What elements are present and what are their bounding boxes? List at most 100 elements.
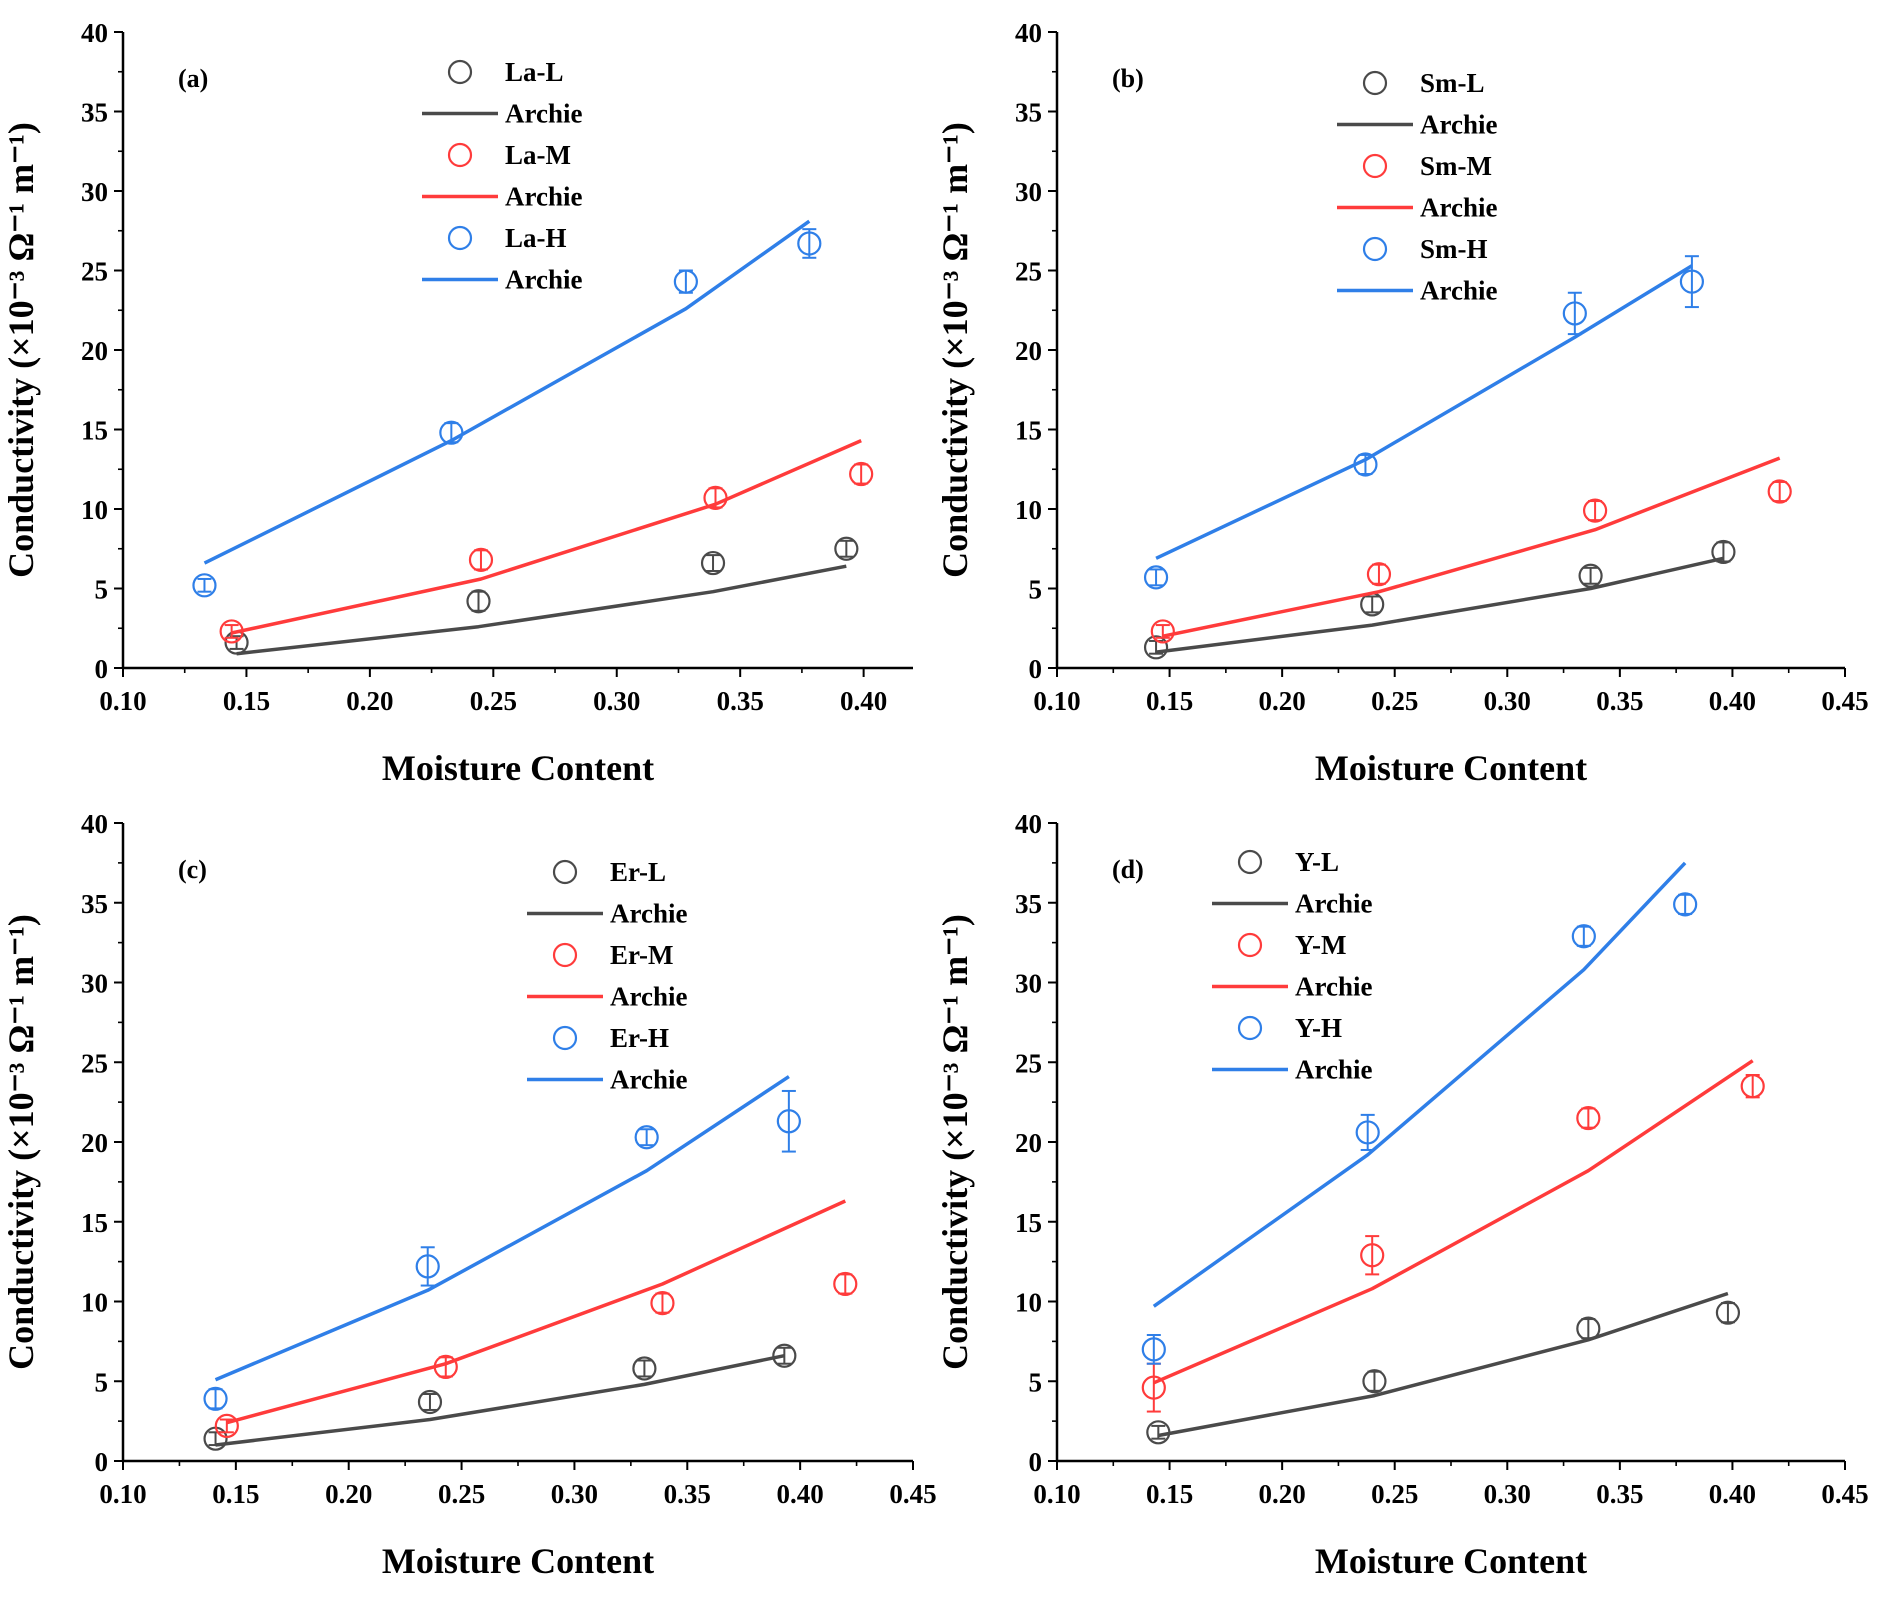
y-tick-label: 10 xyxy=(81,1288,108,1318)
x-axis-label: Moisture Content xyxy=(382,1541,654,1581)
marker-circle xyxy=(417,1389,443,1415)
data-point xyxy=(214,1413,239,1439)
data-point xyxy=(1362,1369,1387,1394)
legend-marker-swatch xyxy=(552,942,578,968)
y-tick-label: 20 xyxy=(81,1128,108,1158)
data-point xyxy=(797,228,822,259)
y-tick-label: 40 xyxy=(1015,809,1042,839)
y-tick-label: 20 xyxy=(81,336,108,366)
marker-circle xyxy=(1715,1300,1741,1325)
data-point xyxy=(1360,1235,1385,1276)
data-point xyxy=(634,1125,659,1150)
legend-marker-swatch xyxy=(447,59,473,85)
legend-entry: Y-H xyxy=(1237,1013,1342,1043)
legend-label: Archie xyxy=(505,182,582,212)
data-point xyxy=(1715,1300,1741,1325)
data-point xyxy=(415,1246,440,1287)
x-tick-label: 0.35 xyxy=(1596,686,1643,716)
y-tick-label: 0 xyxy=(95,1447,109,1477)
y-tick-label: 30 xyxy=(81,177,108,207)
data-point xyxy=(1740,1074,1765,1099)
legend-entry: Er-H xyxy=(552,1023,669,1053)
data-point xyxy=(1146,1420,1171,1445)
data-point xyxy=(849,461,874,487)
x-tick-label: 0.35 xyxy=(1596,1479,1643,1509)
series-archie-l xyxy=(215,1353,785,1447)
series-la-h-h xyxy=(192,228,822,598)
x-tick-label: 0.30 xyxy=(1484,1479,1531,1509)
data-point xyxy=(468,547,494,572)
data-point xyxy=(1767,479,1792,504)
data-point xyxy=(772,1343,797,1368)
legend-label: Archie xyxy=(505,265,582,295)
x-tick-label: 0.10 xyxy=(1033,1479,1080,1509)
archie-fit-line xyxy=(1155,556,1724,654)
x-tick-label: 0.15 xyxy=(212,1479,259,1509)
y-tick-label: 10 xyxy=(81,495,108,525)
x-tick-label: 0.25 xyxy=(470,686,517,716)
y-tick-label: 35 xyxy=(81,98,108,128)
data-point xyxy=(1562,291,1587,336)
y-axis-label: Conductivity (×10⁻³ Ω⁻¹ m⁻¹) xyxy=(1,122,41,578)
legend-label: Er-H xyxy=(610,1023,669,1053)
marker-circle xyxy=(1576,1105,1601,1131)
legend-label: Er-L xyxy=(610,857,666,887)
y-tick-label: 20 xyxy=(1015,1128,1042,1158)
marker-circle xyxy=(1740,1074,1765,1099)
data-point xyxy=(466,589,491,614)
archie-fit-line xyxy=(236,564,847,656)
x-tick-label: 0.20 xyxy=(346,686,393,716)
y-axis-label: Conductivity (×10⁻³ Ω⁻¹ m⁻¹) xyxy=(1,914,41,1370)
y-tick-label: 25 xyxy=(81,257,108,287)
series-sm-h-h xyxy=(1143,255,1705,590)
y-tick-label: 40 xyxy=(81,809,108,839)
marker-circle xyxy=(466,589,491,614)
legend-marker-swatch xyxy=(552,1025,578,1051)
legend-entry: Archie xyxy=(422,99,582,129)
data-point xyxy=(1679,255,1705,309)
legend-label: Archie xyxy=(610,899,687,929)
marker-circle xyxy=(468,547,494,572)
marker-circle xyxy=(214,1413,239,1439)
x-tick-label: 0.30 xyxy=(593,686,640,716)
archie-fit-line xyxy=(1155,264,1693,560)
y-axis-label: Conductivity (×10⁻³ Ω⁻¹ m⁻¹) xyxy=(935,122,975,578)
legend-marker-swatch xyxy=(447,142,473,168)
y-tick-label: 15 xyxy=(1015,1208,1042,1238)
panel-b: 0.10 0.15 0.20 0.25 0.30 0.35 0.40 0.45 0 5 10 15 20… xyxy=(935,18,1869,788)
marker-circle xyxy=(1143,565,1169,590)
series-archie-h xyxy=(203,219,811,565)
series-y-h-h xyxy=(1141,892,1698,1365)
legend-label: La-M xyxy=(505,140,571,170)
data-point xyxy=(203,1426,228,1451)
x-tick-label: 0.25 xyxy=(1371,686,1418,716)
marker-circle xyxy=(1582,498,1608,523)
legend-entry: La-M xyxy=(447,140,571,170)
y-tick-label: 30 xyxy=(1015,177,1042,207)
marker-circle xyxy=(1141,1337,1166,1362)
x-tick-label: 0.20 xyxy=(1259,686,1306,716)
x-tick-label: 0.15 xyxy=(1146,686,1193,716)
y-tick-label: 5 xyxy=(95,1367,109,1397)
series-er-m-m xyxy=(214,1271,858,1439)
legend-entry: Er-M xyxy=(552,940,673,970)
series-y-m-m xyxy=(1141,1074,1765,1413)
marker-circle xyxy=(772,1343,797,1368)
x-tick-label: 0.10 xyxy=(1033,686,1080,716)
panel-c: 0.10 0.15 0.20 0.25 0.30 0.35 0.40 0.45 0 5 10 15 20… xyxy=(1,809,937,1581)
y-tick-label: 30 xyxy=(81,969,108,999)
x-tick-label: 0.20 xyxy=(325,1479,372,1509)
x-tick-label: 0.40 xyxy=(777,1479,824,1509)
series-archie-l xyxy=(1157,1291,1729,1438)
legend-label: Archie xyxy=(1295,1055,1372,1085)
legend-entry: Archie xyxy=(527,982,687,1012)
marker-circle xyxy=(849,461,874,487)
y-tick-label: 5 xyxy=(95,575,109,605)
marker-circle xyxy=(1679,269,1705,294)
data-point xyxy=(673,269,698,294)
y-tick-label: 40 xyxy=(1015,18,1042,48)
archie-fit-line xyxy=(226,1199,847,1425)
marker-circle xyxy=(1355,1120,1380,1145)
y-tick-label: 35 xyxy=(81,889,108,919)
